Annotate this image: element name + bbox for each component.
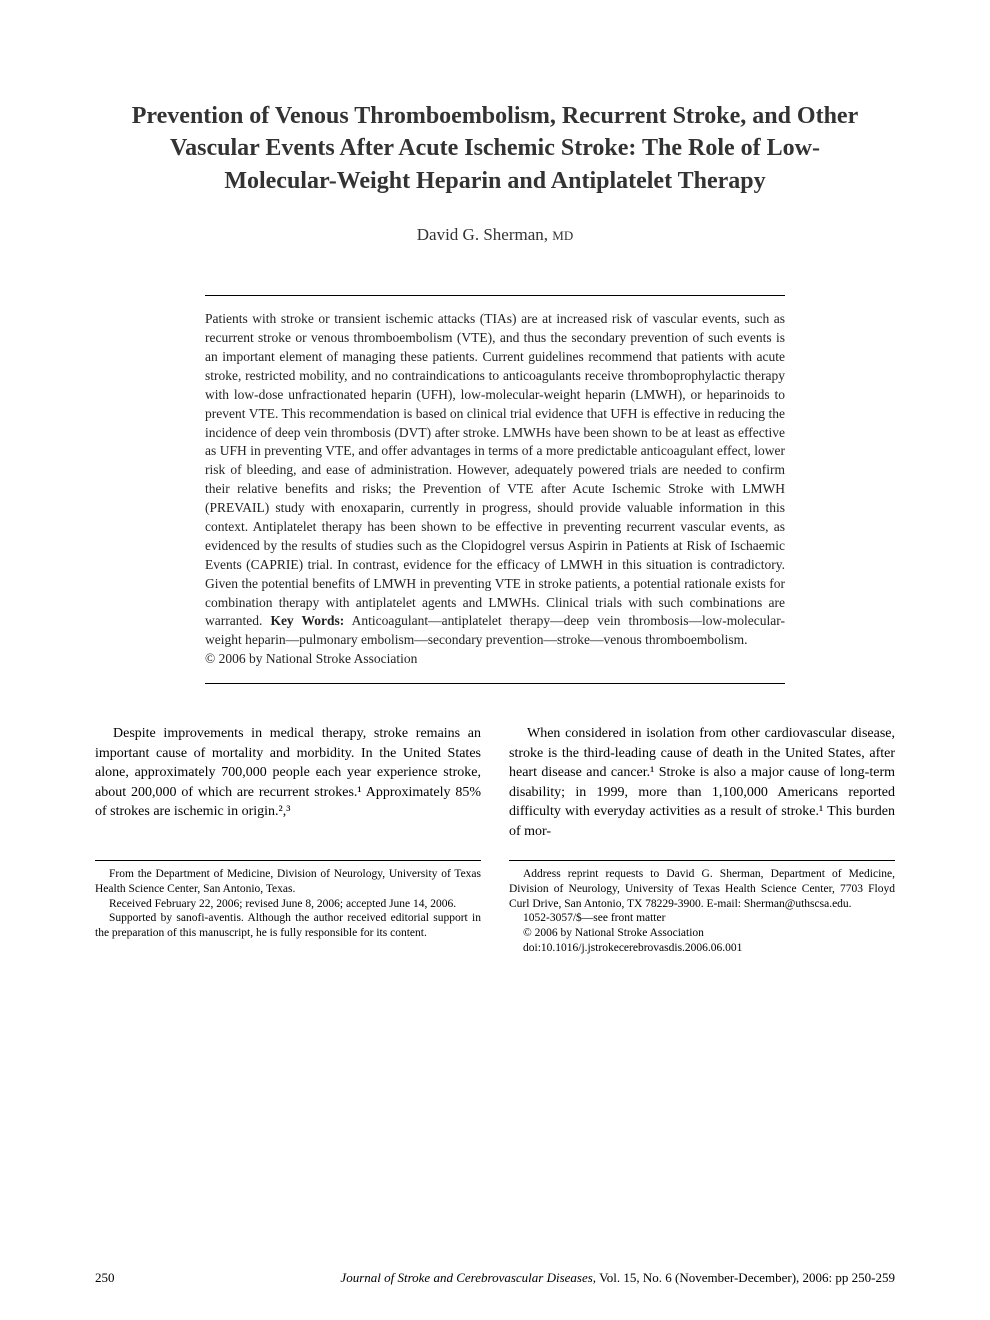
abstract-body: Patients with stroke or transient ischem… <box>205 311 785 628</box>
journal-name: Journal of Stroke and Cerebrovascular Di… <box>340 1270 596 1285</box>
body-columns: Despite improvements in medical therapy,… <box>95 724 895 842</box>
abstract-rule-top <box>205 295 785 296</box>
body-column-right: When considered in isolation from other … <box>509 724 895 842</box>
body-para-right: When considered in isolation from other … <box>509 724 895 842</box>
abstract-copyright: © 2006 by National Stroke Association <box>205 650 785 669</box>
footnote-line: Supported by sanofi-aventis. Although th… <box>95 911 481 941</box>
author-name: David G. Sherman, <box>417 225 548 244</box>
citation-detail: Vol. 15, No. 6 (November-December), 2006… <box>596 1270 895 1285</box>
author-line: David G. Sherman, MD <box>95 225 895 245</box>
page-number: 250 <box>95 1270 115 1286</box>
footnote-line: Address reprint requests to David G. She… <box>509 867 895 912</box>
footnote-line: © 2006 by National Stroke Association <box>509 926 895 941</box>
abstract-text: Patients with stroke or transient ischem… <box>205 310 785 669</box>
body-para-left: Despite improvements in medical therapy,… <box>95 724 481 822</box>
footnote-line: 1052-3057/$—see front matter <box>509 911 895 926</box>
author-credentials: MD <box>552 228 573 243</box>
journal-citation: Journal of Stroke and Cerebrovascular Di… <box>340 1270 895 1286</box>
footnote-line: doi:10.1016/j.jstrokecerebrovasdis.2006.… <box>509 941 895 956</box>
page-footer: 250 Journal of Stroke and Cerebrovascula… <box>95 1270 895 1286</box>
article-title: Prevention of Venous Thromboembolism, Re… <box>95 100 895 197</box>
body-column-left: Despite improvements in medical therapy,… <box>95 724 481 842</box>
abstract-rule-bottom <box>205 683 785 684</box>
footnote-column-right: Address reprint requests to David G. She… <box>509 860 895 957</box>
footnote-line: From the Department of Medicine, Divisio… <box>95 867 481 897</box>
footnotes: From the Department of Medicine, Divisio… <box>95 860 895 957</box>
abstract-block: Patients with stroke or transient ischem… <box>95 295 895 684</box>
footnote-column-left: From the Department of Medicine, Divisio… <box>95 860 481 957</box>
keywords-label: Key Words: <box>270 613 344 628</box>
footnote-line: Received February 22, 2006; revised June… <box>95 897 481 912</box>
